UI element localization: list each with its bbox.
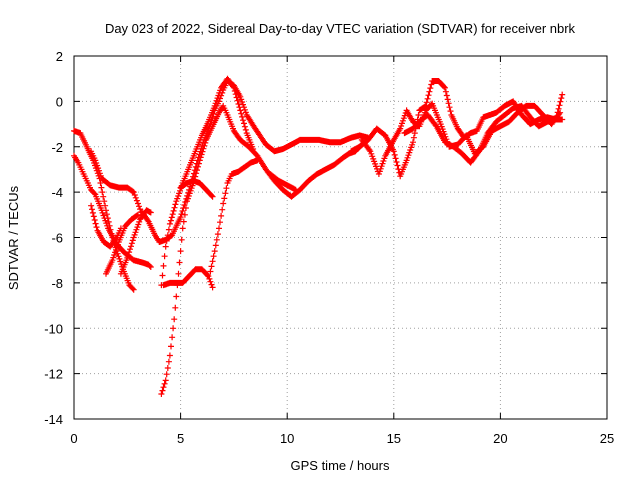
x-tick-label: 0 (70, 431, 77, 446)
series-track-5 (103, 211, 141, 277)
x-tick-label: 5 (177, 431, 184, 446)
y-tick-label: -2 (51, 140, 63, 155)
y-tick-label: -8 (51, 276, 63, 291)
point-markers (177, 177, 216, 200)
point-markers (207, 157, 261, 275)
y-tick-label: -12 (44, 367, 63, 382)
series-track-12 (207, 157, 261, 275)
point-markers (267, 171, 299, 193)
series-track-11 (177, 177, 216, 200)
y-axis-label: SDTVAR / TECUs (6, 185, 21, 290)
series-track-9 (160, 266, 216, 291)
axis-ticks: 0 5 10 15 20 25 -14 -12 -10 -8 -6 -4 -2 0 2 (44, 49, 614, 446)
series-track-10 (158, 75, 257, 289)
point-markers (103, 211, 141, 277)
series-track-3 (88, 148, 146, 218)
y-tick-label: 2 (56, 49, 63, 64)
x-tick-label: 20 (493, 431, 507, 446)
x-axis-label: GPS time / hours (291, 458, 390, 473)
chart-title: Day 023 of 2022, Sidereal Day-to-day VTE… (105, 21, 576, 36)
x-tick-label: 10 (280, 431, 294, 446)
x-tick-label: 25 (600, 431, 614, 446)
point-markers (88, 148, 146, 218)
point-markers (88, 202, 124, 250)
y-tick-label: -6 (51, 231, 63, 246)
point-markers (160, 266, 216, 291)
point-markers (158, 75, 257, 289)
series-track-8 (158, 102, 365, 397)
y-tick-label: -14 (44, 412, 63, 427)
y-tick-label: -10 (44, 321, 63, 336)
series-track-13 (267, 171, 299, 193)
x-tick-label: 15 (387, 431, 401, 446)
series-track-4 (88, 202, 124, 250)
point-markers (158, 102, 365, 397)
y-tick-label: -4 (51, 185, 63, 200)
data-points (71, 75, 566, 397)
point-markers (401, 91, 566, 166)
series-track-16 (401, 91, 566, 166)
y-tick-label: 0 (56, 94, 63, 109)
